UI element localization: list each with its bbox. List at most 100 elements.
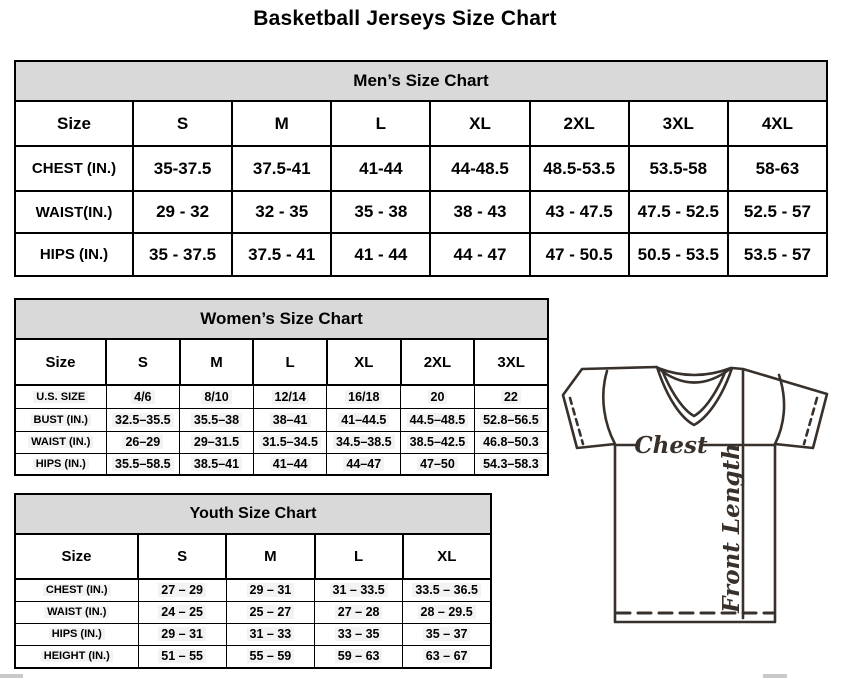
size-cell: 12/14 (252, 384, 328, 409)
size-cell: 59 – 63 (313, 644, 404, 669)
mens-size-table: Men’s Size Chart Size S M L XL 2XL 3XL 4… (14, 60, 829, 277)
mens-row-label: CHEST (IN.) (14, 145, 134, 192)
table-row: HEIGHT (IN.) 51 – 55 55 – 59 59 – 63 63 … (14, 644, 492, 669)
womens-col-header: S (105, 338, 181, 386)
size-cell: 52.5 - 57 (726, 190, 829, 234)
youth-table-title: Youth Size Chart (14, 493, 492, 535)
womens-row-label: HIPS (IN.) (14, 452, 107, 476)
mens-col-header: L (330, 100, 432, 147)
size-cell: 35 – 37 (402, 622, 492, 646)
table-row: U.S. SIZE 4/6 8/10 12/14 16/18 20 22 (14, 384, 549, 409)
size-cell: 24 – 25 (137, 600, 227, 624)
mens-table-title: Men’s Size Chart (14, 60, 828, 102)
size-cell: 41-44 (330, 145, 432, 192)
mens-row-label: WAIST(IN.) (14, 190, 134, 234)
size-cell: 52.8–56.5 (473, 407, 549, 432)
size-cell: 29 – 31 (225, 578, 316, 602)
table-row: WAIST (IN.) 26–29 29–31.5 31.5–34.5 34.5… (14, 430, 549, 454)
table-row: HIPS (IN.) 35.5–58.5 38.5–41 41–44 44–47… (14, 452, 549, 476)
size-cell: 31 – 33 (225, 622, 316, 646)
collar-arc (657, 367, 732, 384)
womens-size-table: Women’s Size Chart Size S M L XL 2XL 3XL… (14, 298, 549, 476)
youth-col-header: M (225, 533, 316, 580)
size-cell: 63 – 67 (402, 644, 492, 669)
youth-col-header: S (136, 533, 228, 580)
size-cell: 35 - 38 (330, 190, 432, 234)
size-cell: 31 – 33.5 (313, 578, 404, 602)
size-cell: 29 – 31 (137, 622, 227, 646)
size-cell: 47 - 50.5 (528, 232, 630, 277)
gray-sliver-left (0, 674, 23, 678)
size-cell: 58-63 (726, 145, 829, 192)
size-cell: 34.5–38.5 (326, 430, 402, 454)
size-cell: 20 (400, 384, 475, 409)
size-cell: 51 – 55 (137, 644, 227, 669)
youth-col-header: L (313, 533, 404, 580)
mens-col-header: 2XL (528, 100, 630, 147)
size-cell: 4/6 (105, 384, 181, 409)
table-row: WAIST (IN.) 24 – 25 25 – 27 27 – 28 28 –… (14, 600, 492, 624)
size-cell: 41–44.5 (326, 407, 402, 432)
cuff-dashed-right (802, 396, 819, 446)
womens-col-header: Size (14, 338, 107, 386)
size-cell: 27 – 28 (313, 600, 404, 624)
size-cell: 47.5 - 52.5 (627, 190, 729, 234)
size-cell: 26–29 (105, 430, 181, 454)
table-row: CHEST (IN.) 35-37.5 37.5-41 41-44 44-48.… (14, 145, 829, 192)
size-cell: 38 - 43 (429, 190, 531, 234)
size-cell: 31.5–34.5 (252, 430, 328, 454)
mens-row-label: HIPS (IN.) (14, 232, 134, 277)
table-row: BUST (IN.) 32.5–35.5 35.5–38 38–41 41–44… (14, 407, 549, 432)
size-cell: 25 – 27 (225, 600, 316, 624)
youth-row-label: HIPS (IN.) (14, 622, 139, 646)
size-cell: 38–41 (252, 407, 328, 432)
mens-col-header: XL (429, 100, 531, 147)
size-cell: 16/18 (326, 384, 402, 409)
chest-label: Chest (634, 432, 708, 459)
armhole-seam-right (773, 373, 786, 446)
youth-row-label: CHEST (IN.) (14, 578, 139, 602)
size-cell: 46.8–50.3 (473, 430, 549, 454)
collar-inner-v (660, 368, 728, 418)
size-cell: 47–50 (400, 452, 475, 476)
armhole-seam-left (601, 369, 617, 446)
size-cell: 35-37.5 (131, 145, 234, 192)
womens-col-header: 3XL (473, 338, 549, 386)
womens-col-header: M (178, 338, 255, 386)
mens-col-header: Size (14, 100, 134, 147)
size-cell: 38.5–41 (179, 452, 254, 476)
size-cell: 41 - 44 (330, 232, 432, 277)
mens-col-header: M (231, 100, 333, 147)
youth-row-label: WAIST (IN.) (14, 600, 139, 624)
collar-back-arc (656, 366, 733, 377)
jersey-diagram: Chest Front Length (561, 365, 829, 624)
table-row: HIPS (IN.) 35 - 37.5 37.5 - 41 41 - 44 4… (14, 232, 829, 277)
gray-sliver-right (763, 674, 787, 678)
womens-col-header: XL (325, 338, 402, 386)
womens-table-title: Women’s Size Chart (14, 298, 549, 340)
youth-col-header: XL (401, 533, 493, 580)
size-cell: 27 – 29 (137, 578, 227, 602)
size-cell: 8/10 (179, 384, 254, 409)
size-cell: 33.5 – 36.5 (402, 578, 492, 602)
jersey-outline (561, 365, 829, 624)
size-cell: 55 – 59 (225, 644, 316, 669)
size-cell: 44.5–48.5 (400, 407, 475, 432)
womens-row-label: U.S. SIZE (14, 384, 107, 409)
size-cell: 37.5 - 41 (231, 232, 333, 277)
size-cell: 48.5-53.5 (528, 145, 630, 192)
page-title: Basketball Jerseys Size Chart (253, 7, 557, 30)
size-cell: 35.5–58.5 (105, 452, 181, 476)
size-cell: 29 - 32 (131, 190, 234, 234)
womens-col-header: L (252, 338, 328, 386)
size-cell: 35.5–38 (179, 407, 254, 432)
size-cell: 54.3–58.3 (473, 452, 549, 476)
mens-col-header: S (131, 100, 234, 147)
size-cell: 29–31.5 (179, 430, 254, 454)
size-cell: 41–44 (252, 452, 328, 476)
size-cell: 43 - 47.5 (528, 190, 630, 234)
youth-row-label: HEIGHT (IN.) (14, 644, 139, 669)
size-cell: 44 - 47 (429, 232, 531, 277)
cuff-dashed-left (568, 396, 585, 446)
womens-col-header: 2XL (399, 338, 476, 386)
